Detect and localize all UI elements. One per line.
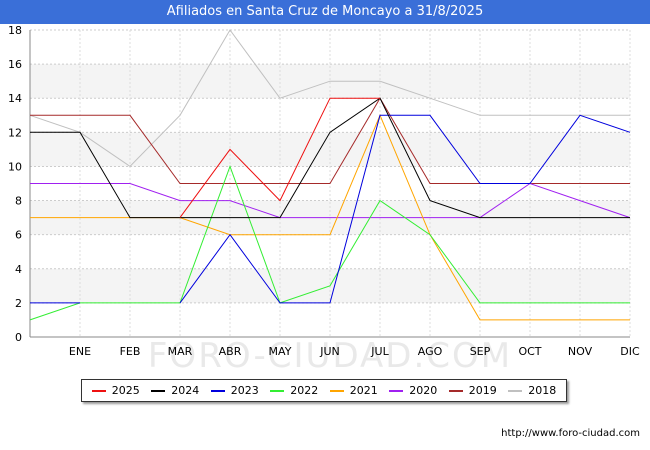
series-line-2023 [179,114,631,304]
y-tick-label: 10 [8,160,22,173]
legend-label: 2021 [349,384,378,397]
x-tick-label: NOV [568,345,593,358]
y-tick-label: 18 [8,24,22,37]
y-tick-label: 0 [15,331,22,344]
legend-swatch [91,389,106,392]
series-line-2018 [29,29,630,168]
legend-item-2022: 2022 [270,384,318,397]
x-tick-label: FEB [120,345,141,358]
x-tick-label: ENE [69,345,91,358]
y-tick-label: 2 [15,297,22,310]
x-tick-label: AGO [418,345,443,358]
legend-swatch [270,389,285,392]
y-tick-label: 6 [15,229,22,242]
x-tick-label: JUL [370,345,389,358]
series-line-2022 [29,164,630,321]
x-tick-label: OCT [518,345,541,358]
plot-band [30,132,630,167]
x-tick-label: DIC [620,345,640,358]
legend-item-2025: 2025 [91,384,140,397]
legend-swatch [151,389,166,392]
legend-swatch [389,389,404,392]
y-tick-label: 12 [8,126,22,139]
legend-item-2021: 2021 [329,384,378,397]
legend-label: 2020 [409,384,438,397]
chart-title: Afiliados en Santa Cruz de Moncayo a 31/… [0,0,650,24]
series-line-2024 [30,97,630,219]
legend-swatch [210,389,225,392]
x-tick-label: ABR [219,345,242,358]
legend-label: 2018 [528,384,557,397]
watermark-text: FORO-CIUDAD.COM [148,336,512,376]
legend-label: 2019 [468,384,497,397]
x-tick-label: MAR [168,345,193,358]
legend-label: 2024 [171,384,200,397]
legend-swatch [329,389,344,392]
y-tick-label: 4 [15,263,22,276]
y-tick-label: 14 [8,92,22,105]
legend-label: 2022 [290,384,319,397]
legend-item-2020: 2020 [389,384,437,397]
legend-item-2024: 2024 [151,384,199,397]
legend-item-2023: 2023 [210,384,259,397]
legend-swatch [508,389,523,392]
x-tick-label: JUN [319,345,340,358]
legend-item-2018: 2018 [508,384,556,397]
y-tick-label: 8 [15,195,22,208]
series-line-2025 [179,97,380,218]
y-tick-label: 16 [8,58,22,71]
source-url[interactable]: http://www.foro-ciudad.com [501,428,640,439]
legend-label: 2023 [230,384,259,397]
x-tick-label: SEP [470,345,491,358]
legend-swatch [448,389,463,392]
x-tick-label: MAY [269,345,292,358]
legend-item-2019: 2019 [448,384,497,397]
legend-label: 2025 [111,384,140,397]
chart-legend: 2025 2024 2023 2022 2021 2020 2019 2018 [81,379,567,402]
